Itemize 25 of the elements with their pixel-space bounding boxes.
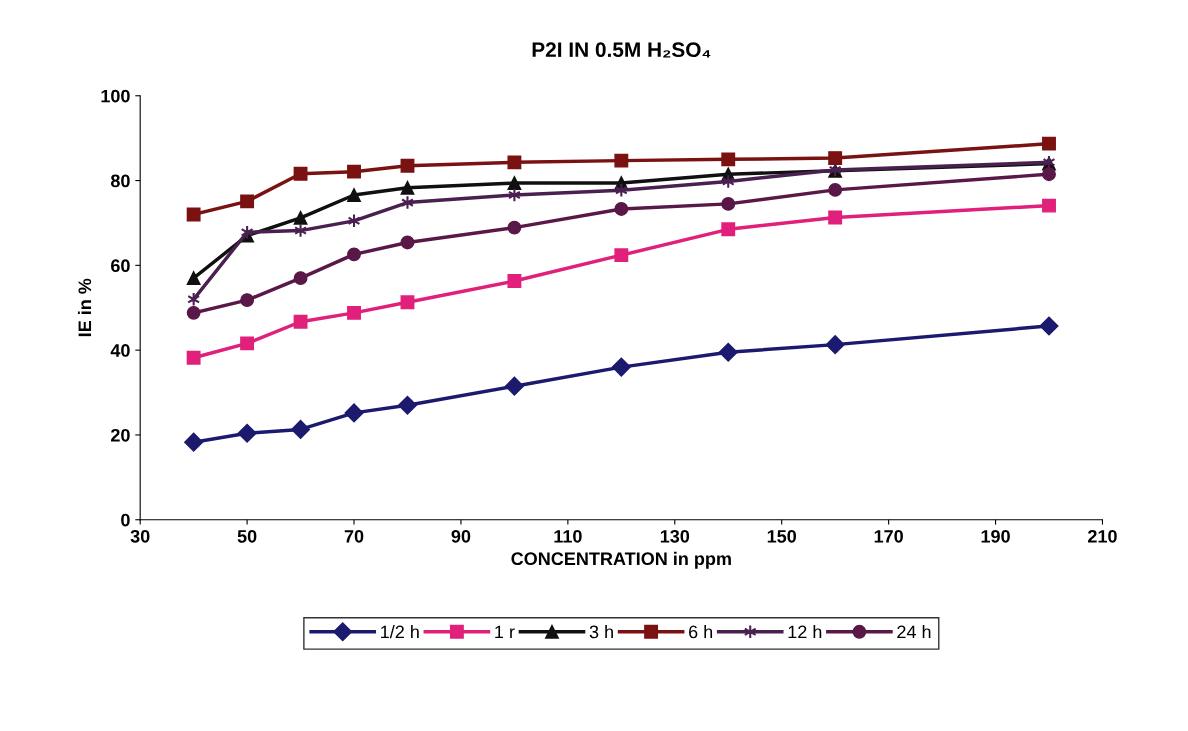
x-tick-label: 30 (130, 529, 150, 543)
y-tick-label: 80 (110, 174, 130, 188)
chart-title: P2I IN 0.5M H₂SO₄ (532, 42, 711, 58)
x-tick-label: 110 (554, 529, 582, 543)
legend-label: 3 h (589, 625, 613, 639)
y-tick-label: 40 (110, 344, 130, 357)
y-tick-label: 0 (121, 513, 130, 527)
y-tick-label: 20 (111, 428, 130, 442)
x-tick-label: 90 (451, 529, 471, 543)
x-tick-label: 190 (981, 529, 1010, 543)
x-tick-label: 70 (344, 529, 364, 543)
x-tick-label: 210 (1088, 529, 1117, 543)
x-axis-title: CONCENTRATION in ppm (511, 551, 731, 569)
legend-label: 6 h (689, 625, 713, 639)
legend-label: 24 h (897, 625, 931, 639)
x-tick-label: 50 (237, 529, 257, 543)
x-tick-label: 170 (874, 529, 903, 543)
x-tick-label: 150 (767, 529, 797, 543)
y-tick-label: 100 (101, 89, 130, 103)
legend-label: 1 r (495, 625, 515, 639)
x-tick-label: 130 (660, 529, 690, 543)
y-axis-title: IE in % (77, 278, 92, 337)
y-tick-label: 60 (111, 259, 130, 273)
legend-label: 1/2 h (381, 625, 419, 639)
legend-label: 12 h (788, 625, 822, 639)
